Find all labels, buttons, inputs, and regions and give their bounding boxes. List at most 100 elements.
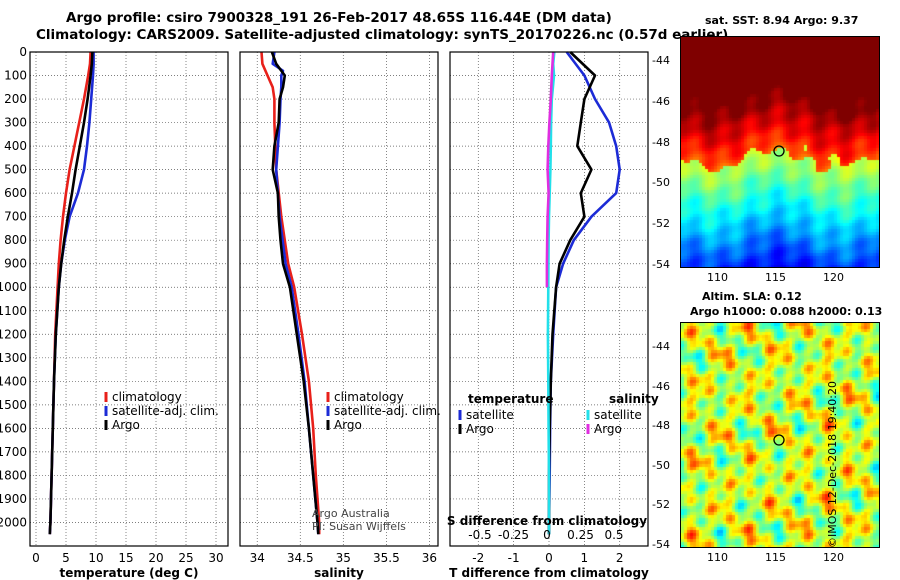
legend-title-temperature: temperature bbox=[468, 392, 553, 406]
y-tick-label: 1400 bbox=[0, 374, 27, 388]
x-tick-label: 2 bbox=[616, 551, 624, 565]
legend-label: Argo bbox=[594, 422, 622, 436]
top-tick-label: 0 bbox=[543, 528, 551, 542]
x-tick-label: -2 bbox=[472, 551, 484, 565]
y-tick-label: 1200 bbox=[0, 327, 27, 341]
map-lon-tick: 110 bbox=[707, 271, 728, 284]
legend-label: climatology bbox=[112, 390, 182, 404]
plot-frame bbox=[449, 51, 649, 547]
figure-title-line2: Climatology: CARS2009. Satellite-adjuste… bbox=[36, 27, 729, 43]
x-axis-label: T difference from climatology bbox=[449, 566, 649, 580]
x-tick-label: 30 bbox=[208, 551, 223, 565]
legend-label: Argo bbox=[466, 422, 494, 436]
legend-label: satellite-adj. clim. bbox=[112, 404, 219, 418]
map-lat-tick: -52 bbox=[652, 498, 670, 512]
legend-label: satellite bbox=[594, 408, 642, 422]
map-lon-tick: 110 bbox=[707, 551, 728, 564]
x-tick-label: 25 bbox=[178, 551, 193, 565]
legend-title-salinity: salinity bbox=[609, 392, 659, 406]
map-lat-tick: -50 bbox=[652, 458, 670, 472]
sst-heatmap bbox=[681, 37, 879, 267]
y-tick-label: 1700 bbox=[0, 445, 27, 459]
plot-frame bbox=[239, 51, 439, 547]
map-lat-tick: -48 bbox=[652, 419, 670, 433]
x-tick-label: 34.5 bbox=[287, 551, 314, 565]
legend-label: Argo bbox=[334, 418, 362, 432]
argo-float-marker bbox=[773, 145, 785, 157]
figure-title-line1: Argo profile: csiro 7900328_191 26-Feb-2… bbox=[66, 10, 612, 26]
y-tick-label: 0 bbox=[19, 45, 27, 59]
sst-map bbox=[680, 36, 880, 268]
y-tick-label: 1300 bbox=[0, 351, 27, 365]
plot-frame bbox=[29, 51, 229, 547]
x-tick-label: 1 bbox=[581, 551, 589, 565]
x-tick-label: 34 bbox=[250, 551, 265, 565]
y-tick-label: 1000 bbox=[0, 280, 27, 294]
top-tick-label: 0.5 bbox=[604, 528, 623, 542]
top-tick-label: -0.25 bbox=[498, 528, 529, 542]
x-tick-label: 20 bbox=[148, 551, 163, 565]
series-salinity-argo bbox=[545, 51, 555, 288]
x-tick-label: -1 bbox=[508, 551, 520, 565]
y-tick-label: 1900 bbox=[0, 492, 27, 506]
y-tick-label: 900 bbox=[4, 257, 27, 271]
top-axis-label: S difference from climatology bbox=[447, 514, 647, 528]
y-tick-label: 300 bbox=[4, 116, 27, 130]
y-tick-label: 1100 bbox=[0, 304, 27, 318]
y-tick-label: 400 bbox=[4, 139, 27, 153]
series-argo bbox=[270, 51, 320, 535]
map-lon-tick: 115 bbox=[765, 551, 786, 564]
top-tick-label: 0.25 bbox=[567, 528, 594, 542]
x-tick-label: 0 bbox=[32, 551, 40, 565]
x-tick-label: 5 bbox=[62, 551, 70, 565]
map-lon-tick: 120 bbox=[823, 551, 844, 564]
argo-attribution: Argo Australia bbox=[312, 507, 390, 520]
y-tick-label: 1800 bbox=[0, 468, 27, 482]
y-tick-label: 1500 bbox=[0, 398, 27, 412]
x-tick-label: 0 bbox=[545, 551, 553, 565]
y-tick-label: 1600 bbox=[0, 421, 27, 435]
x-tick-label: 35 bbox=[336, 551, 351, 565]
x-tick-label: 36 bbox=[422, 551, 437, 565]
series-climatology bbox=[260, 51, 321, 535]
map-lat-tick: -46 bbox=[652, 379, 670, 393]
series-temperature-argo bbox=[547, 51, 597, 535]
x-tick-label: 10 bbox=[88, 551, 103, 565]
y-tick-label: 700 bbox=[4, 210, 27, 224]
legend-label: climatology bbox=[334, 390, 404, 404]
sla-map-title1: Altim. SLA: 0.12 bbox=[702, 290, 802, 303]
top-tick-label: -0.5 bbox=[468, 528, 491, 542]
y-tick-label: 2000 bbox=[0, 515, 27, 529]
x-axis-label: salinity bbox=[314, 566, 364, 580]
argo-attribution: PI: Susan Wijffels bbox=[312, 520, 406, 533]
sla-map bbox=[680, 322, 880, 548]
map-lat-tick: -50 bbox=[652, 176, 670, 190]
y-tick-label: 500 bbox=[4, 163, 27, 177]
legend-label: Argo bbox=[112, 418, 140, 432]
x-axis-label: temperature (deg C) bbox=[60, 566, 199, 580]
map-lat-tick: -46 bbox=[652, 94, 670, 108]
map-lat-tick: -52 bbox=[652, 217, 670, 231]
x-tick-label: 35.5 bbox=[373, 551, 400, 565]
y-tick-label: 200 bbox=[4, 92, 27, 106]
map-lat-tick: -54 bbox=[652, 258, 670, 271]
legend-label: satellite-adj. clim. bbox=[334, 404, 441, 418]
sla-map-title2: Argo h1000: 0.088 h2000: 0.13 bbox=[690, 305, 883, 318]
map-lat-tick: -44 bbox=[652, 54, 670, 67]
argo-float-marker bbox=[773, 434, 785, 446]
y-tick-label: 800 bbox=[4, 233, 27, 247]
map-lon-tick: 120 bbox=[823, 271, 844, 284]
sst-map-title: sat. SST: 8.94 Argo: 9.37 bbox=[705, 14, 859, 27]
imos-credit: ©IMOS 12-Dec-2018 19:40:20 bbox=[826, 381, 839, 548]
x-tick-label: 15 bbox=[118, 551, 133, 565]
map-lon-tick: 115 bbox=[765, 271, 786, 284]
y-tick-label: 600 bbox=[4, 186, 27, 200]
series-argo bbox=[48, 51, 94, 535]
map-lat-tick: -54 bbox=[652, 538, 670, 551]
map-lat-tick: -48 bbox=[652, 135, 670, 149]
map-lat-tick: -44 bbox=[652, 340, 670, 353]
series-salinity-satellite bbox=[546, 51, 556, 535]
legend-label: satellite bbox=[466, 408, 514, 422]
y-tick-label: 100 bbox=[4, 69, 27, 83]
